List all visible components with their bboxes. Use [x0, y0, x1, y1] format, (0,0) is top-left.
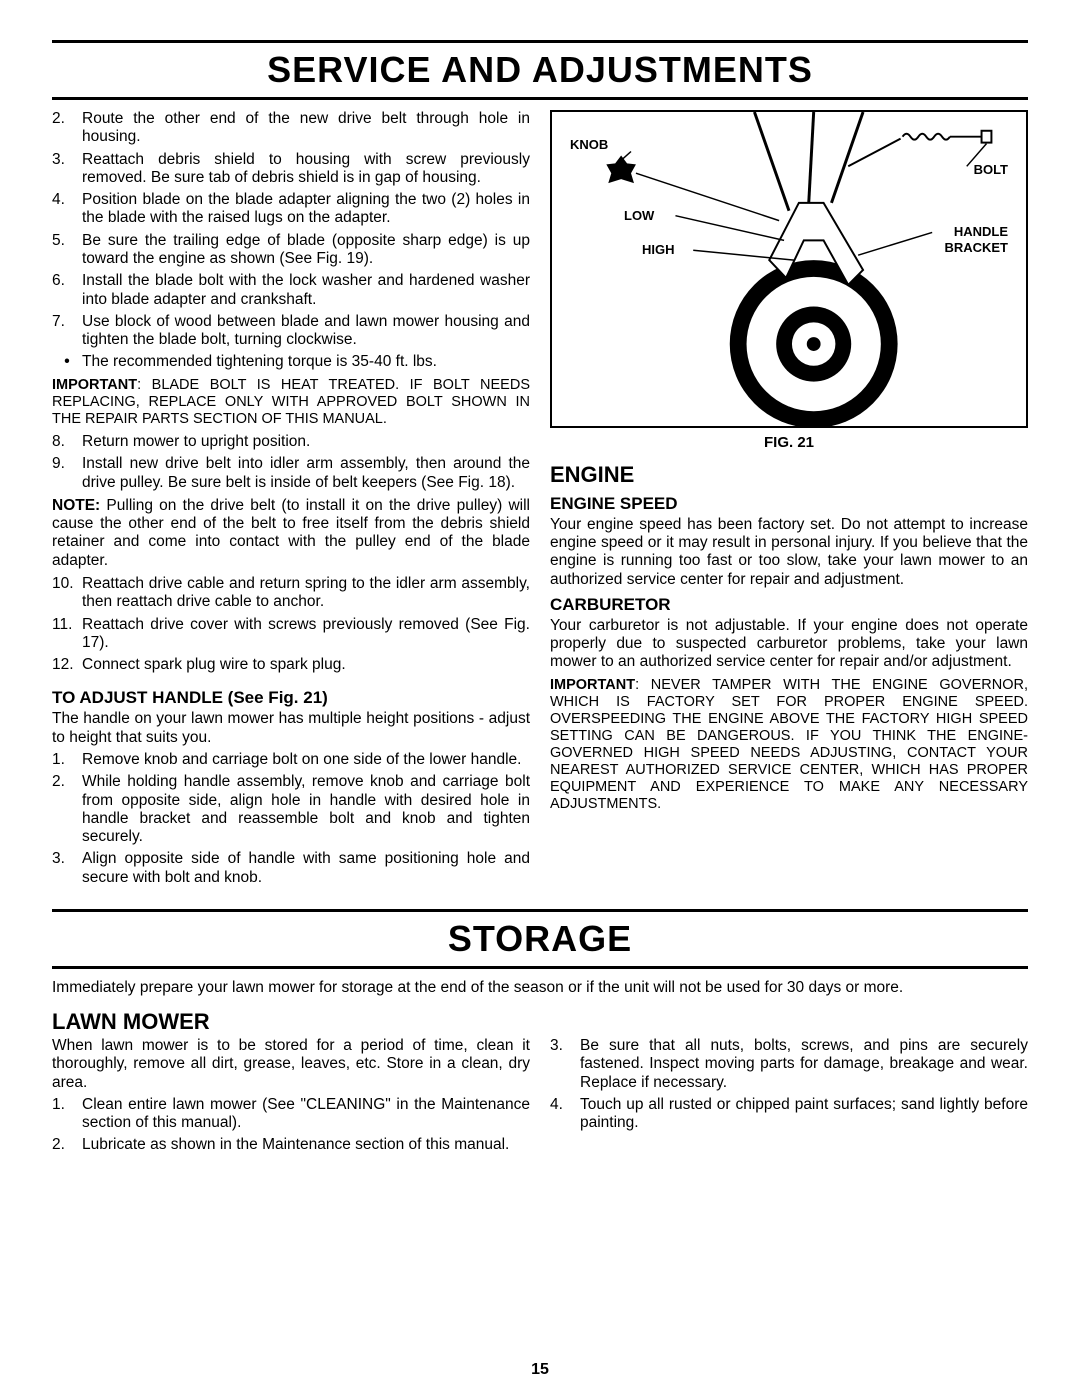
list-item: 12.Connect spark plug wire to spark plug… — [52, 656, 530, 674]
list-number: 7. — [52, 313, 82, 350]
list-item: 5.Be sure the trailing edge of blade (op… — [52, 232, 530, 269]
figure-caption: FIG. 21 — [550, 434, 1028, 452]
note-text: Pulling on the drive belt (to install it… — [52, 497, 530, 569]
list-text: Use block of wood between blade and lawn… — [82, 313, 530, 350]
figure-21: KNOB BOLT LOW HIGH HANDLE BRACKET — [550, 110, 1028, 428]
list-text: Align opposite side of handle with same … — [82, 850, 530, 887]
storage-columns: When lawn mower is to be stored for a pe… — [52, 1037, 1028, 1159]
list-text: Clean entire lawn mower (See "CLEANING" … — [82, 1096, 530, 1133]
bullet-mark: • — [52, 353, 82, 371]
list-number: 9. — [52, 455, 82, 492]
list-text: Install new drive belt into idler arm as… — [82, 455, 530, 492]
heading-engine-speed: ENGINE SPEED — [550, 494, 1028, 514]
list-text: Be sure that all nuts, bolts, screws, an… — [580, 1037, 1028, 1092]
list-item: 8.Return mower to upright position. — [52, 433, 530, 451]
list-text: Install the blade bolt with the lock was… — [82, 272, 530, 309]
list-item: 3.Be sure that all nuts, bolts, screws, … — [550, 1037, 1028, 1092]
important-label-b: IMPORTANT — [550, 677, 635, 693]
list-item: 11.Reattach drive cover with screws prev… — [52, 616, 530, 653]
list-number: 12. — [52, 656, 82, 674]
list-item: 3.Align opposite side of handle with sam… — [52, 850, 530, 887]
fig-label-knob: KNOB — [570, 137, 608, 152]
list-text: Touch up all rusted or chipped paint sur… — [580, 1096, 1028, 1133]
list-text: Reattach drive cover with screws previou… — [82, 616, 530, 653]
list-text: Remove knob and carriage bolt on one sid… — [82, 751, 530, 769]
storage-right-column: 3.Be sure that all nuts, bolts, screws, … — [550, 1037, 1028, 1159]
list-number: 2. — [52, 773, 82, 846]
list-item: 6.Install the blade bolt with the lock w… — [52, 272, 530, 309]
bullet-torque: • The recommended tightening torque is 3… — [52, 353, 530, 371]
fig-label-bracket: BRACKET — [944, 240, 1008, 255]
fig-label-handle: HANDLE — [954, 224, 1008, 239]
list-item: 1.Clean entire lawn mower (See "CLEANING… — [52, 1096, 530, 1133]
fig-label-low: LOW — [624, 208, 654, 223]
paragraph-carburetor: Your carburetor is not adjustable. If yo… — [550, 617, 1028, 672]
list-number: 4. — [550, 1096, 580, 1133]
list-item: 9.Install new drive belt into idler arm … — [52, 455, 530, 492]
list-text: Lubricate as shown in the Maintenance se… — [82, 1136, 530, 1154]
note-label: NOTE: — [52, 497, 100, 514]
storage-intro: Immediately prepare your lawn mower for … — [52, 979, 1028, 997]
list-number: 6. — [52, 272, 82, 309]
list-number: 4. — [52, 191, 82, 228]
fig-label-high: HIGH — [642, 242, 675, 257]
heading-lawn-mower: LAWN MOWER — [52, 1009, 1028, 1035]
paragraph-adjust-handle: The handle on your lawn mower has multip… — [52, 710, 530, 747]
heading-carburetor: CARBURETOR — [550, 595, 1028, 615]
list-item: 7.Use block of wood between blade and la… — [52, 313, 530, 350]
list-item: 2.Route the other end of the new drive b… — [52, 110, 530, 147]
list-number: 3. — [52, 151, 82, 188]
list-item: 4.Touch up all rusted or chipped paint s… — [550, 1096, 1028, 1133]
list-text: While holding handle assembly, remove kn… — [82, 773, 530, 846]
list-text: Reattach drive cable and return spring t… — [82, 575, 530, 612]
important-label: IMPORTANT — [52, 377, 137, 393]
section-title-service: SERVICE AND ADJUSTMENTS — [52, 40, 1028, 100]
list-item: 10.Reattach drive cable and return sprin… — [52, 575, 530, 612]
service-columns: 2.Route the other end of the new drive b… — [52, 110, 1028, 891]
list-number: 8. — [52, 433, 82, 451]
list-number: 11. — [52, 616, 82, 653]
fig-label-bolt: BOLT — [974, 162, 1008, 177]
list-text: Connect spark plug wire to spark plug. — [82, 656, 530, 674]
list-text: Position blade on the blade adapter alig… — [82, 191, 530, 228]
heading-engine: ENGINE — [550, 462, 1028, 488]
storage-left-column: When lawn mower is to be stored for a pe… — [52, 1037, 530, 1159]
list-number: 1. — [52, 1096, 82, 1133]
list-text: Route the other end of the new drive bel… — [82, 110, 530, 147]
figure-svg — [552, 112, 1026, 426]
list-item: 2.While holding handle assembly, remove … — [52, 773, 530, 846]
note-drive-belt: NOTE: Pulling on the drive belt (to inst… — [52, 497, 530, 570]
heading-adjust-handle: TO ADJUST HANDLE (See Fig. 21) — [52, 688, 530, 708]
left-column: 2.Route the other end of the new drive b… — [52, 110, 530, 891]
list-text: Be sure the trailing edge of blade (oppo… — [82, 232, 530, 269]
paragraph-engine-speed: Your engine speed has been factory set. … — [550, 516, 1028, 589]
list-number: 3. — [52, 850, 82, 887]
list-number: 3. — [550, 1037, 580, 1092]
list-number: 10. — [52, 575, 82, 612]
list-item: 4.Position blade on the blade adapter al… — [52, 191, 530, 228]
important-governor: IMPORTANT: NEVER TAMPER WITH THE ENGINE … — [550, 677, 1028, 814]
section-title-storage: STORAGE — [52, 909, 1028, 969]
list-number: 5. — [52, 232, 82, 269]
bullet-text: The recommended tightening torque is 35-… — [82, 353, 530, 371]
list-text: Reattach debris shield to housing with s… — [82, 151, 530, 188]
page-number: 15 — [0, 1361, 1080, 1379]
important-text-b: : NEVER TAMPER WITH THE ENGINE GOVERNOR,… — [550, 677, 1028, 813]
right-column: KNOB BOLT LOW HIGH HANDLE BRACKET FIG. 2… — [550, 110, 1028, 891]
paragraph-lawn-mower: When lawn mower is to be stored for a pe… — [52, 1037, 530, 1092]
list-number: 1. — [52, 751, 82, 769]
list-number: 2. — [52, 1136, 82, 1154]
list-item: 1.Remove knob and carriage bolt on one s… — [52, 751, 530, 769]
list-text: Return mower to upright position. — [82, 433, 530, 451]
important-blade-bolt: IMPORTANT: BLADE BOLT IS HEAT TREATED. I… — [52, 377, 530, 428]
list-item: 2.Lubricate as shown in the Maintenance … — [52, 1136, 530, 1154]
list-number: 2. — [52, 110, 82, 147]
list-item: 3.Reattach debris shield to housing with… — [52, 151, 530, 188]
